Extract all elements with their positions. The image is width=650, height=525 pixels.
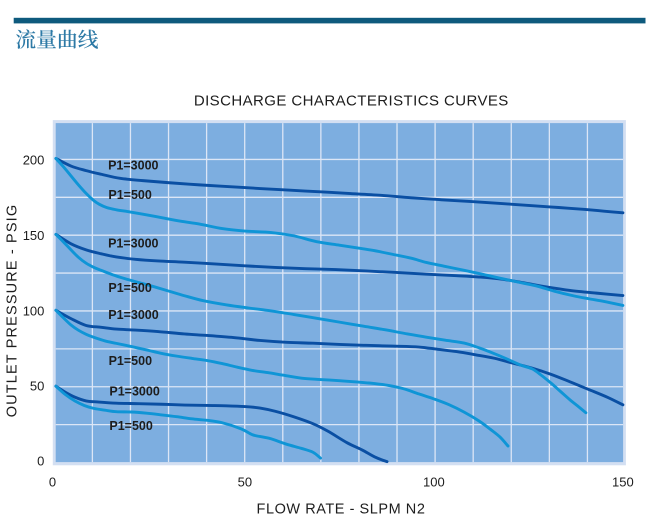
svg-text:150: 150	[23, 228, 45, 243]
svg-text:OUTLET PRESSURE - PSIG: OUTLET PRESSURE - PSIG	[4, 204, 20, 418]
svg-text:P1=500: P1=500	[108, 188, 151, 202]
svg-text:P1=3000: P1=3000	[108, 158, 158, 172]
svg-text:200: 200	[23, 153, 45, 168]
svg-text:50: 50	[238, 475, 252, 490]
svg-text:P1=500: P1=500	[108, 281, 151, 295]
svg-text:0: 0	[37, 454, 44, 469]
svg-text:P1=3000: P1=3000	[109, 385, 159, 399]
svg-text:P1=500: P1=500	[109, 419, 152, 433]
svg-text:DISCHARGE CHARACTERISTICS CURV: DISCHARGE CHARACTERISTICS CURVES	[194, 92, 509, 109]
svg-text:P1=3000: P1=3000	[108, 237, 158, 251]
svg-text:0: 0	[49, 475, 56, 490]
svg-text:P1=500: P1=500	[109, 354, 152, 368]
svg-text:100: 100	[423, 475, 445, 490]
svg-text:100: 100	[23, 303, 45, 318]
svg-text:P1=3000: P1=3000	[108, 308, 158, 322]
svg-text:150: 150	[612, 475, 634, 490]
svg-text:FLOW RATE - SLPM N2: FLOW RATE - SLPM N2	[257, 502, 426, 518]
svg-text:50: 50	[30, 378, 44, 393]
